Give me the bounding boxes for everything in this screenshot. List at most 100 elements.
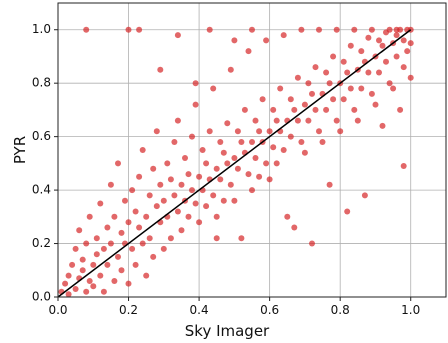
- data-point: [273, 160, 280, 167]
- x-tick-label: 0.8: [331, 303, 350, 317]
- data-point: [107, 181, 114, 188]
- data-point: [185, 213, 192, 220]
- data-point: [192, 101, 199, 108]
- data-point: [305, 117, 312, 124]
- y-tick-label: 0.6: [32, 129, 51, 143]
- data-point: [330, 96, 337, 103]
- data-point: [139, 147, 146, 153]
- data-point: [150, 253, 157, 260]
- data-point: [323, 69, 330, 76]
- reference-line-group: [57, 29, 412, 298]
- data-point: [125, 26, 132, 33]
- data-point: [136, 224, 143, 231]
- data-point: [393, 32, 400, 39]
- data-point: [231, 197, 238, 204]
- data-point: [351, 106, 358, 113]
- data-point: [234, 165, 241, 172]
- data-point: [376, 69, 382, 76]
- data-point: [294, 74, 301, 81]
- data-point: [312, 106, 319, 113]
- data-point: [227, 66, 234, 73]
- data-point: [83, 288, 90, 295]
- data-point: [326, 80, 333, 87]
- y-tick-label: 0.4: [32, 183, 51, 197]
- data-point: [199, 147, 206, 153]
- data-point: [213, 235, 220, 242]
- data-point: [319, 139, 326, 145]
- data-point: [309, 90, 315, 97]
- data-point: [383, 58, 389, 65]
- y-tick-label: 0.2: [32, 236, 51, 250]
- data-point: [241, 106, 248, 113]
- data-point: [189, 187, 195, 194]
- data-point: [100, 288, 107, 295]
- data-point: [393, 53, 400, 60]
- data-point: [231, 37, 238, 44]
- data-point: [386, 26, 393, 33]
- data-point: [407, 74, 414, 81]
- data-point: [358, 48, 365, 55]
- data-point: [118, 229, 125, 236]
- data-point: [340, 96, 347, 103]
- data-point: [118, 267, 125, 274]
- data-point: [72, 286, 79, 292]
- data-point: [372, 101, 379, 108]
- x-axis-ticks: 0.0 0.2 0.4 0.6 0.8 1.0: [48, 297, 420, 317]
- data-point: [287, 96, 294, 103]
- data-point: [213, 213, 220, 220]
- data-point: [400, 64, 407, 71]
- data-point: [210, 85, 217, 92]
- data-point: [256, 128, 263, 135]
- data-point: [354, 117, 361, 124]
- data-point: [220, 197, 227, 204]
- data-point: [72, 245, 79, 252]
- data-point: [270, 144, 277, 151]
- reference-line: [57, 29, 412, 298]
- data-point: [287, 133, 294, 140]
- data-point: [231, 155, 238, 161]
- data-point: [65, 272, 72, 279]
- data-point: [347, 85, 354, 92]
- data-point: [129, 187, 136, 194]
- data-point: [263, 160, 270, 167]
- data-point: [227, 181, 234, 188]
- data-point: [153, 203, 160, 210]
- data-point: [182, 155, 188, 161]
- data-point: [316, 128, 322, 135]
- data-point: [280, 32, 287, 39]
- data-point: [298, 139, 305, 145]
- data-point: [178, 181, 185, 188]
- data-point: [160, 245, 167, 252]
- data-point: [404, 48, 411, 55]
- data-point: [136, 173, 143, 180]
- data-point: [280, 147, 287, 153]
- data-point: [62, 280, 69, 287]
- data-point: [206, 128, 213, 135]
- data-point: [397, 106, 404, 113]
- data-point: [171, 192, 178, 199]
- data-point: [129, 245, 136, 252]
- data-point: [86, 213, 93, 220]
- data-point: [245, 171, 252, 178]
- data-point: [330, 53, 337, 60]
- data-point: [132, 261, 139, 268]
- data-point: [97, 200, 104, 207]
- data-point: [143, 213, 150, 220]
- data-point: [266, 176, 273, 183]
- data-point: [379, 122, 386, 129]
- data-point: [252, 117, 259, 124]
- data-point: [323, 106, 330, 113]
- data-point: [174, 208, 181, 215]
- data-point: [266, 128, 273, 135]
- data-point: [69, 261, 76, 268]
- data-point: [174, 32, 181, 39]
- data-point: [185, 171, 192, 178]
- data-point: [344, 208, 351, 215]
- data-point: [178, 227, 185, 234]
- data-point: [305, 80, 312, 87]
- data-point: [192, 80, 199, 87]
- data-point: [273, 117, 280, 124]
- data-point: [146, 192, 153, 199]
- data-point: [90, 261, 97, 268]
